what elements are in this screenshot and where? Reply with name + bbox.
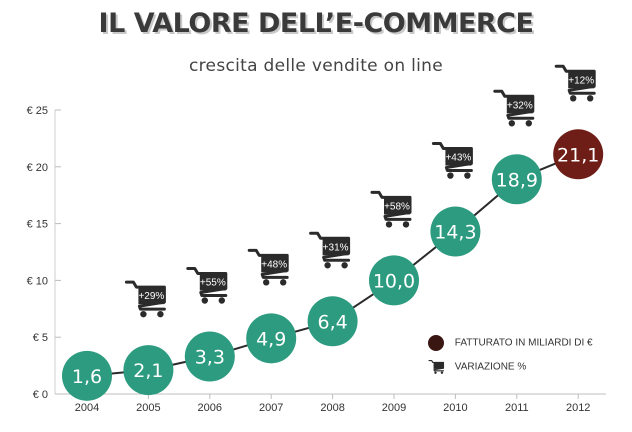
y-tick-label: € 5 [33,332,48,344]
y-tick-label: € 0 [33,389,48,401]
data-point [369,255,419,306]
data-point-label: 4,9 [256,328,286,350]
variation-label: +32% [507,100,533,111]
variation-marker: +43% [431,142,473,181]
data-point-label: 1,6 [72,366,102,388]
data-point-label: 14,3 [434,222,476,244]
y-tick-label: € 15 [27,219,48,231]
variation-label: +43% [445,153,471,164]
variation-marker: +32% [493,89,535,128]
variation-label: +55% [200,278,226,289]
x-tick-label: 2009 [382,402,406,414]
data-point [307,296,358,347]
variation-marker: +31% [309,231,351,270]
dark-red-dot-icon [428,335,444,351]
y-tick-label: € 20 [27,162,48,174]
data-point-label: 3,3 [195,347,225,369]
data-point [430,206,481,257]
variation-label: +48% [261,259,287,270]
variation-marker: +12% [554,64,596,104]
data-point-label: 2,1 [133,360,163,382]
legend-revenue: FATTURATO IN MILIARDI DI € [428,335,593,351]
variation-marker: +55% [186,267,228,306]
data-point-label: 6,4 [317,311,347,333]
x-tick-label: 2006 [198,402,222,414]
chart-subtitle: crescita delle vendite on line [189,56,443,76]
x-tick-label: 2007 [259,402,283,414]
x-tick-label: 2012 [566,402,590,414]
variation-marker: +29% [124,280,166,319]
legend-variation: VARIAZIONE % [428,359,526,375]
data-point-highlight [553,129,604,180]
x-tick-label: 2004 [75,402,99,414]
variation-label: +58% [384,201,410,212]
data-point [123,345,174,396]
variation-label: +29% [138,291,164,302]
data-point [246,313,297,364]
shopping-cart-icon [428,359,445,375]
y-tick-label: € 10 [27,275,48,287]
legend-variation-label: VARIAZIONE % [454,361,527,373]
legend-revenue-label: FATTURATO IN MILIARDI DI € [454,337,593,349]
y-tick-label: € 25 [27,105,48,117]
variation-marker: +48% [247,248,289,288]
data-point-label: 21,1 [557,144,599,166]
data-point [184,331,235,382]
chart-title: IL VALORE DELL’E-COMMERCE [98,8,534,39]
variation-label: +12% [568,75,594,86]
x-tick-label: 2005 [136,402,160,414]
data-point [62,350,112,401]
x-tick-label: 2010 [443,402,467,414]
data-point-label: 18,9 [496,169,538,191]
variation-label: +31% [323,242,349,253]
x-tick-label: 2011 [505,402,529,414]
data-point-label: 10,0 [373,270,415,292]
data-point [491,154,542,205]
variation-marker: +58% [370,190,412,230]
x-tick-label: 2008 [320,402,344,414]
